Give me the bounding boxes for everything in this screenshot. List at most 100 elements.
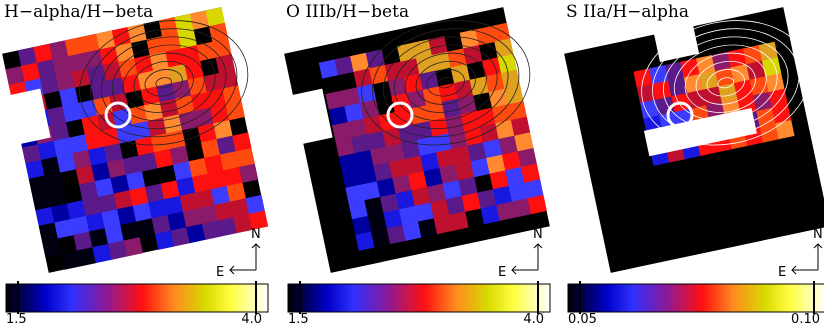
colorbar bbox=[567, 283, 824, 313]
map-cell bbox=[162, 114, 183, 134]
map-cell bbox=[210, 185, 231, 206]
map-cell bbox=[365, 49, 386, 69]
map-cell bbox=[184, 60, 204, 81]
map-cell bbox=[510, 116, 531, 136]
map-cell bbox=[680, 58, 700, 78]
map-cell bbox=[82, 196, 102, 217]
map-cell bbox=[198, 204, 218, 225]
map-cell bbox=[200, 138, 221, 159]
map-cell bbox=[511, 198, 532, 218]
aperture-circle bbox=[104, 101, 132, 129]
map-cell bbox=[110, 174, 130, 194]
map-cell bbox=[467, 142, 487, 162]
map-cell bbox=[475, 26, 495, 46]
map-cell bbox=[217, 217, 237, 237]
map-cell bbox=[79, 181, 99, 201]
contour bbox=[361, 20, 531, 146]
map-cell bbox=[41, 156, 61, 176]
map-cell bbox=[400, 58, 420, 78]
map-cell bbox=[176, 176, 196, 197]
compass-head bbox=[229, 243, 261, 275]
map-cell bbox=[195, 189, 215, 209]
map-cell bbox=[482, 138, 503, 159]
map-cell bbox=[40, 74, 60, 95]
map-cell bbox=[177, 29, 197, 49]
map-cell bbox=[334, 56, 354, 76]
map-cell bbox=[429, 117, 449, 137]
map-cell bbox=[398, 124, 418, 144]
map-cell bbox=[22, 144, 42, 164]
contour bbox=[706, 69, 745, 97]
map-cell bbox=[417, 218, 438, 238]
map-cell bbox=[486, 154, 506, 174]
map-cell bbox=[485, 73, 505, 93]
map-cell bbox=[497, 54, 517, 74]
colorbar-max: 4.0 bbox=[241, 312, 262, 325]
map-cell bbox=[149, 51, 170, 72]
map-cell bbox=[140, 86, 161, 106]
map-cell bbox=[182, 208, 203, 228]
map-cell bbox=[233, 213, 253, 234]
map-cell bbox=[524, 179, 544, 199]
map-cell bbox=[348, 200, 369, 220]
map-cell bbox=[245, 194, 265, 215]
colorbar bbox=[5, 283, 269, 313]
map-cell bbox=[699, 70, 719, 91]
map-cell bbox=[238, 163, 259, 183]
map-cell bbox=[417, 136, 437, 156]
map-cell bbox=[746, 60, 766, 81]
map-cell bbox=[403, 74, 424, 94]
map-cell bbox=[469, 76, 489, 96]
map-cell bbox=[61, 250, 81, 270]
map-cell bbox=[664, 61, 685, 82]
contour bbox=[155, 77, 173, 89]
map-cell bbox=[158, 17, 178, 37]
map-cell bbox=[143, 101, 164, 122]
map-cell bbox=[216, 135, 236, 155]
map-cell bbox=[423, 167, 443, 188]
map-cell bbox=[88, 146, 108, 166]
map-cell bbox=[338, 153, 359, 173]
map-cell bbox=[170, 227, 190, 247]
map-cell bbox=[146, 36, 166, 56]
map-cell bbox=[207, 170, 227, 190]
map-cell bbox=[380, 193, 400, 213]
map-cell bbox=[56, 153, 77, 173]
map bbox=[284, 7, 550, 273]
map-cell bbox=[476, 107, 496, 127]
map-cell bbox=[490, 22, 511, 43]
map-cell bbox=[152, 67, 173, 87]
map-cell bbox=[84, 130, 105, 151]
map-cell bbox=[118, 58, 138, 78]
map-cell bbox=[81, 115, 101, 135]
compass-east: E bbox=[216, 265, 224, 280]
map-cell bbox=[62, 102, 82, 123]
map-cell bbox=[219, 151, 240, 171]
map-cell bbox=[507, 101, 527, 121]
contour bbox=[663, 36, 789, 130]
map-cell bbox=[66, 200, 87, 220]
map-cell bbox=[75, 165, 96, 185]
mask-region bbox=[287, 88, 333, 145]
map-cell bbox=[687, 89, 707, 109]
map-cell bbox=[411, 186, 431, 207]
map-cell bbox=[332, 121, 352, 142]
map-cell bbox=[376, 177, 397, 198]
map-cell bbox=[167, 211, 187, 231]
map-cell bbox=[318, 59, 339, 79]
map-cell bbox=[5, 65, 25, 86]
map-cell bbox=[215, 54, 235, 74]
map-cell bbox=[91, 162, 111, 182]
map-cell bbox=[505, 166, 525, 187]
map-cell bbox=[49, 40, 69, 60]
contour bbox=[101, 36, 227, 130]
map-cell bbox=[458, 176, 478, 197]
map-cell bbox=[90, 80, 110, 100]
map-cell bbox=[64, 37, 85, 57]
map-cell bbox=[179, 192, 199, 212]
map-cell bbox=[122, 155, 143, 175]
map-cell bbox=[108, 240, 128, 260]
map-cell bbox=[223, 166, 243, 187]
map-cell bbox=[68, 52, 88, 73]
